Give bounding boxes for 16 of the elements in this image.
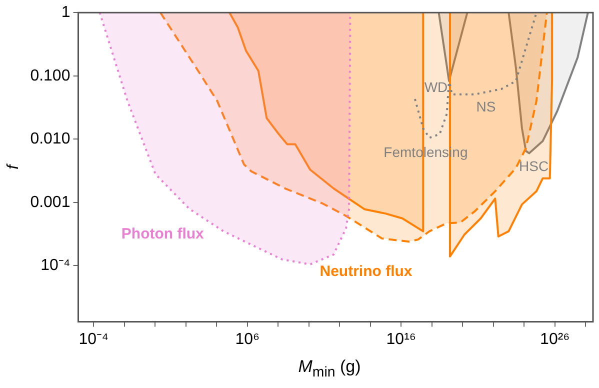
- x-tick-label: 10⁶: [235, 330, 260, 348]
- x-tick-label: 10⁻⁴: [78, 330, 109, 348]
- y-tick-label: 0.010: [30, 130, 70, 148]
- x-axis-title: M$_{min}$ (g): [297, 356, 362, 382]
- y-tick-label: 1: [61, 4, 70, 22]
- y-tick-label: 0.001: [30, 194, 70, 211]
- x-tick-label: 10¹⁶: [386, 330, 416, 348]
- annotation: Photon flux: [121, 226, 205, 243]
- annotation: WD: [424, 78, 448, 95]
- y-tick-label: 10⁻⁴: [40, 257, 70, 274]
- annotation: Neutrino flux: [320, 262, 413, 280]
- annotation: HSC: [519, 158, 549, 174]
- x-tick-label: 10²⁶: [540, 330, 570, 348]
- y-axis-title: f: [5, 163, 22, 170]
- y-tick-label: 0.100: [30, 67, 70, 84]
- annotation: NS: [476, 98, 496, 115]
